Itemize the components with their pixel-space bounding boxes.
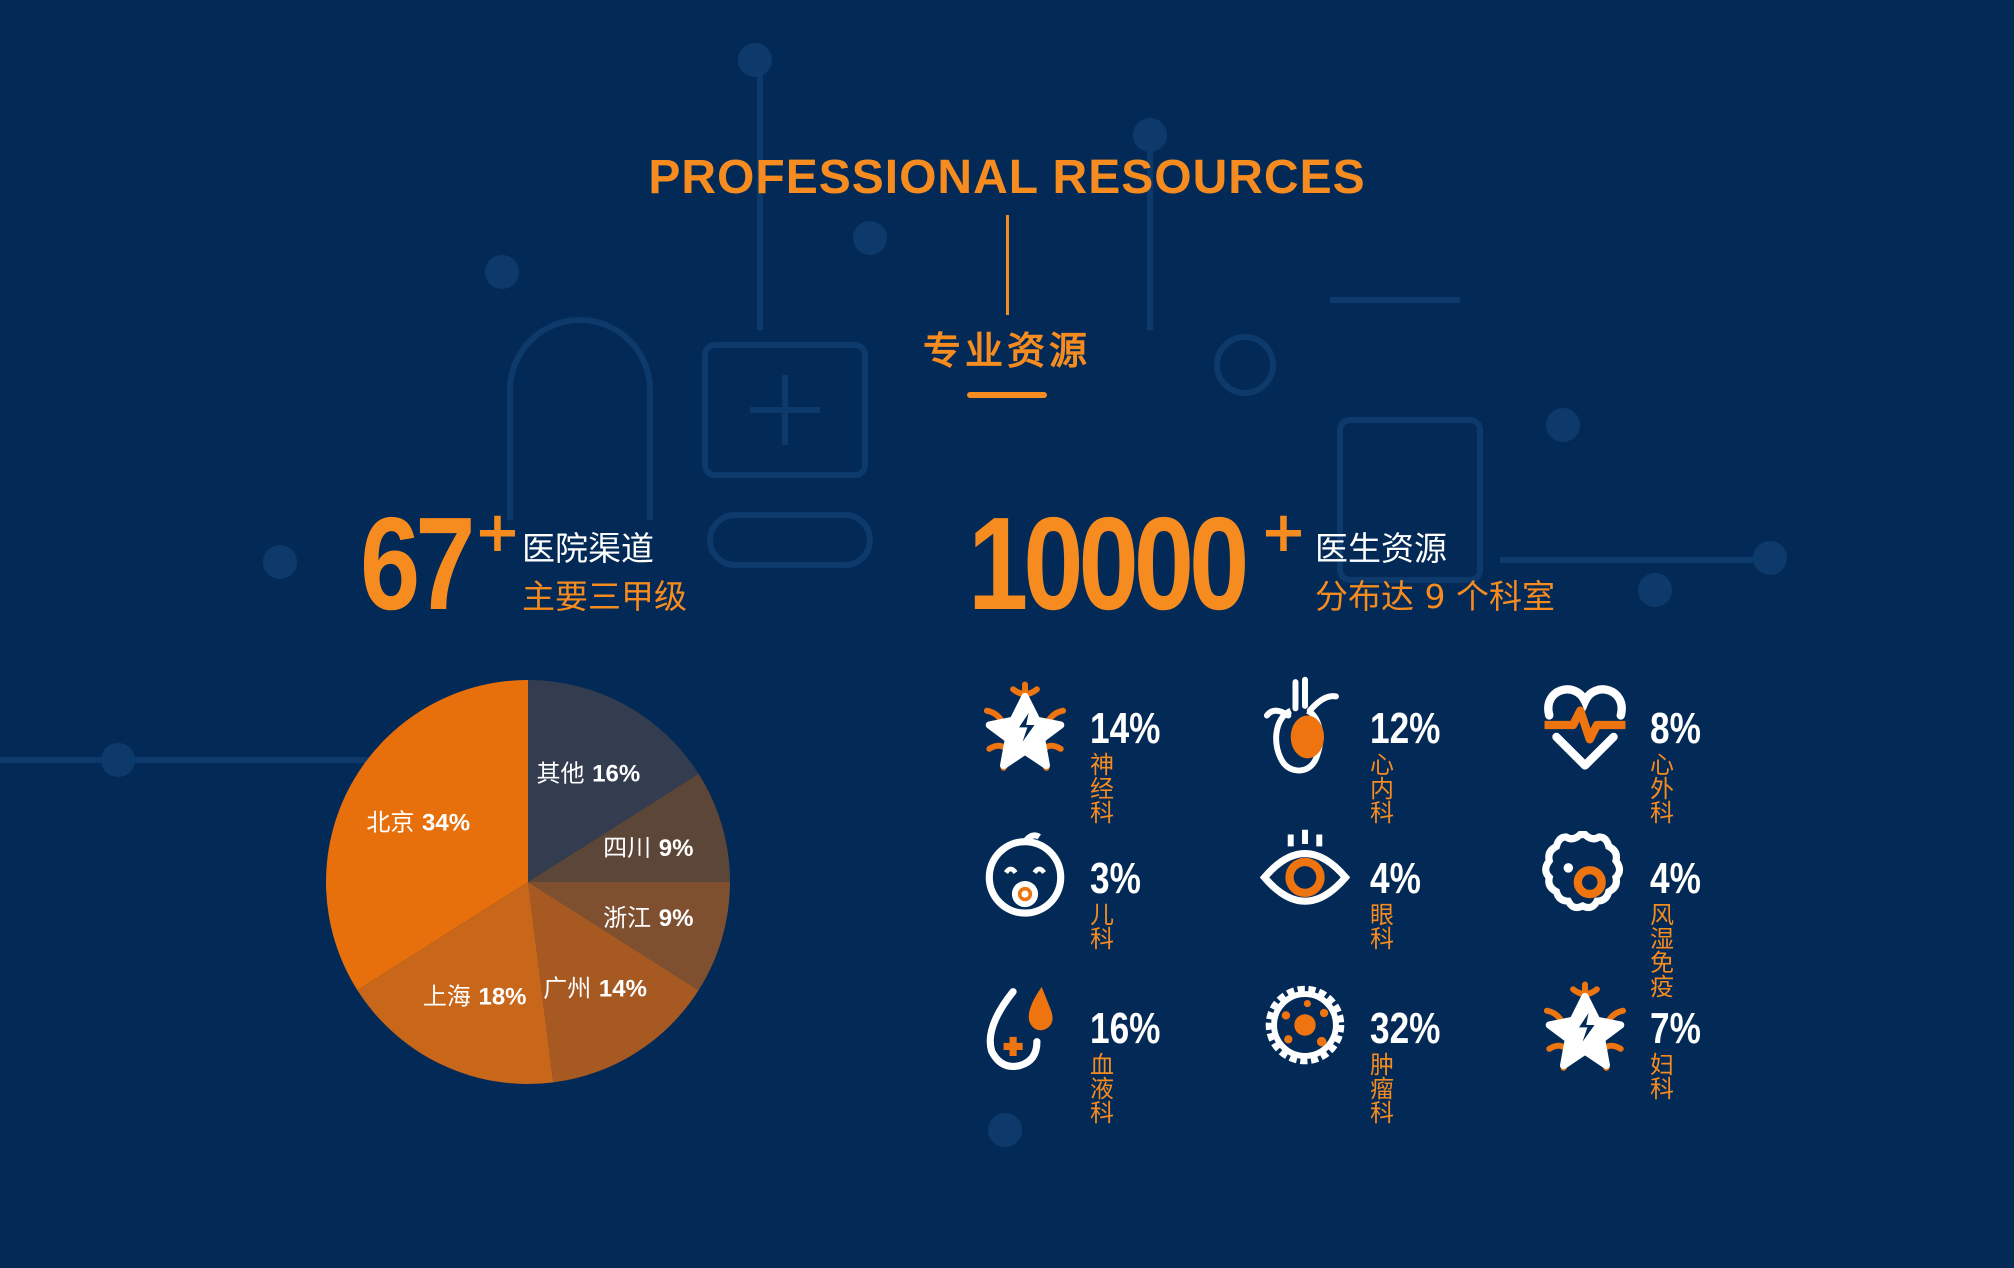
department-percent: 3% (1090, 854, 1141, 903)
eye-icon (1259, 829, 1351, 905)
pie-slice-0 (528, 680, 699, 882)
cell-icon (1542, 830, 1624, 912)
virus-icon (1265, 985, 1345, 1065)
pie-slice-3 (528, 882, 699, 1083)
pie-slice-label: 北京 34% (366, 809, 470, 837)
hospital-label: 医院渠道 (522, 529, 654, 568)
pie-slice-2 (528, 882, 730, 991)
blood-drop-icon (986, 986, 1053, 1070)
pie-slice-label: 四川 9% (603, 834, 693, 862)
heartbeat-icon (1544, 685, 1626, 770)
hospital-count: 67 (360, 490, 475, 637)
department-percent: 32% (1370, 1004, 1441, 1053)
department-name: 儿科 (1090, 901, 1114, 953)
department-name: 眼科 (1370, 901, 1394, 953)
department-percent: 4% (1650, 854, 1701, 903)
pie-slice-5 (325, 680, 528, 991)
department-item: 8% 心外科 (1535, 675, 1701, 825)
pie-slice-label: 上海 18% (423, 982, 527, 1010)
department-item: 14% 神经科 (975, 675, 1160, 825)
page-subtitle: 专业资源 (922, 329, 1091, 373)
department-item: 12% 心内科 (1255, 675, 1440, 825)
department-item: 7% 妇科 (1535, 975, 1701, 1101)
department-percent: 14% (1090, 704, 1161, 753)
department-percent: 4% (1370, 854, 1421, 903)
pie-slice-1 (528, 773, 730, 882)
department-name: 心内科 (1370, 751, 1394, 827)
pie-slice-label: 浙江 9% (603, 904, 693, 932)
pie-slice-label: 其他 16% (536, 759, 640, 787)
department-percent: 16% (1090, 1004, 1161, 1053)
department-name: 妇科 (1650, 1051, 1674, 1103)
department-percent: 7% (1650, 1004, 1701, 1053)
doctor-count: 10000 (968, 490, 1249, 637)
department-name: 肿瘤科 (1370, 1051, 1394, 1127)
pie-slice-label: 广州 14% (543, 975, 647, 1003)
department-item: 16% 血液科 (975, 975, 1160, 1125)
department-name: 神经科 (1090, 751, 1114, 827)
pie-slice-4 (357, 882, 554, 1084)
department-item: 4% 风湿免疫 (1535, 825, 1701, 999)
baby-icon (985, 832, 1065, 917)
doctor-count-plus: + (1260, 500, 1307, 565)
neuron-icon (1543, 981, 1627, 1071)
department-item: 3% 儿科 (975, 825, 1141, 951)
department-name: 风湿免疫 (1650, 901, 1674, 1001)
doctor-label: 医生资源 (1315, 529, 1447, 568)
department-item: 32% 肿瘤科 (1255, 975, 1440, 1125)
department-percent: 8% (1650, 704, 1701, 753)
department-name: 心外科 (1650, 751, 1674, 827)
department-name: 血液科 (1090, 1051, 1114, 1127)
heart-organ-icon (1263, 676, 1339, 774)
page-title: PROFESSIONAL RESOURCES (648, 151, 1366, 204)
doctor-sublabel: 分布达 9 个科室 (1315, 577, 1555, 616)
title-connector-line (1006, 215, 1009, 315)
department-percent: 12% (1370, 704, 1441, 753)
neuron-icon (983, 681, 1067, 771)
hospital-count-plus: + (474, 500, 521, 565)
subtitle-underline (967, 392, 1047, 398)
hospital-sublabel: 主要三甲级 (522, 577, 687, 616)
department-item: 4% 眼科 (1255, 825, 1421, 951)
